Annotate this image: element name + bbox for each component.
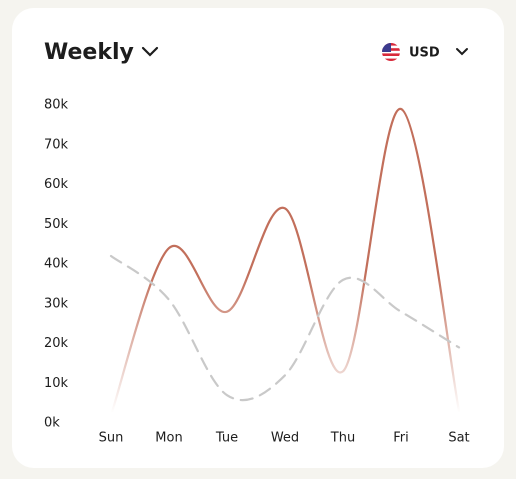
card [12,8,504,468]
x-tick-label: Sun [99,431,124,446]
y-tick-label: 0k [44,416,60,431]
us-flag [382,43,400,61]
x-tick-label: Mon [155,431,182,446]
y-tick-label: 80k [44,98,69,113]
chart-title: Weekly [44,40,134,65]
y-tick-label: 60k [44,177,69,192]
y-tick-label: 70k [44,137,69,152]
x-tick-label: Thu [330,431,355,446]
period-dropdown[interactable] [141,46,159,57]
x-tick-label: Wed [271,431,299,446]
series-line [109,107,461,417]
currency[interactable]: USD [409,46,440,61]
y-tick-label: 40k [44,257,69,272]
y-tick-label: 10k [44,376,69,391]
x-tick-label: Tue [215,431,238,446]
y-tick-label: 30k [44,296,69,311]
currency-dropdown[interactable] [456,48,468,56]
y-tick-label: 20k [44,336,69,351]
x-tick-label: Sat [448,431,469,446]
x-tick-label: Fri [393,431,409,446]
y-tick-label: 50k [44,217,69,232]
series-line [109,254,461,402]
